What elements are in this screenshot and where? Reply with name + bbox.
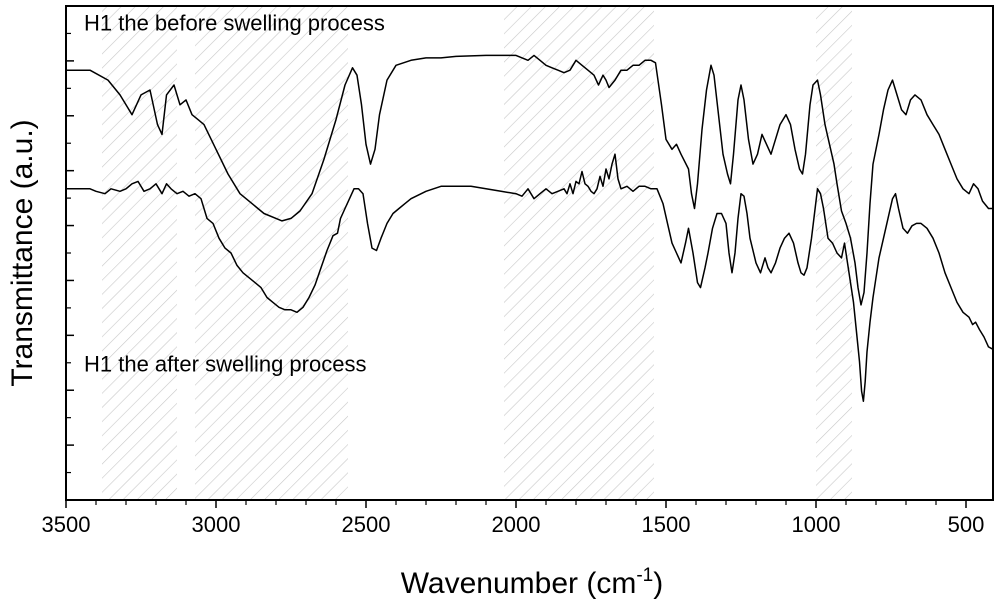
x-tick-label: 3000 — [192, 512, 241, 537]
x-axis-label-close: ) — [653, 567, 663, 600]
x-tick-label: 500 — [948, 512, 985, 537]
y-axis-ticks — [66, 32, 74, 501]
x-axis-label-superscript: -1 — [636, 565, 653, 586]
x-axis-label: Wavenumber (cm-1) — [401, 565, 664, 600]
y-axis-label: Transmittance (a.u.) — [6, 119, 39, 386]
annotation-after: H1 the after swelling process — [84, 352, 366, 377]
x-tick-label: 2500 — [342, 512, 391, 537]
annotation-before: H1 the before swelling process — [84, 11, 385, 36]
hatched-band-1 — [102, 6, 177, 500]
annotations: H1 the before swelling process H1 the aft… — [84, 11, 385, 377]
highlight-bands — [102, 6, 852, 500]
hatched-band-2 — [195, 6, 348, 500]
x-axis-label-main: Wavenumber (cm — [401, 567, 637, 600]
x-axis-ticks: 3500 3000 2500 2000 1500 1000 500 — [42, 500, 985, 537]
series-line-after — [66, 153, 994, 402]
x-tick-label: 1000 — [792, 512, 841, 537]
x-tick-label: 2000 — [492, 512, 541, 537]
x-tick-label: 3500 — [42, 512, 91, 537]
hatched-band-3 — [504, 6, 654, 500]
series-layer — [66, 54, 994, 402]
x-tick-label: 1500 — [642, 512, 691, 537]
series-line-before — [66, 54, 993, 306]
